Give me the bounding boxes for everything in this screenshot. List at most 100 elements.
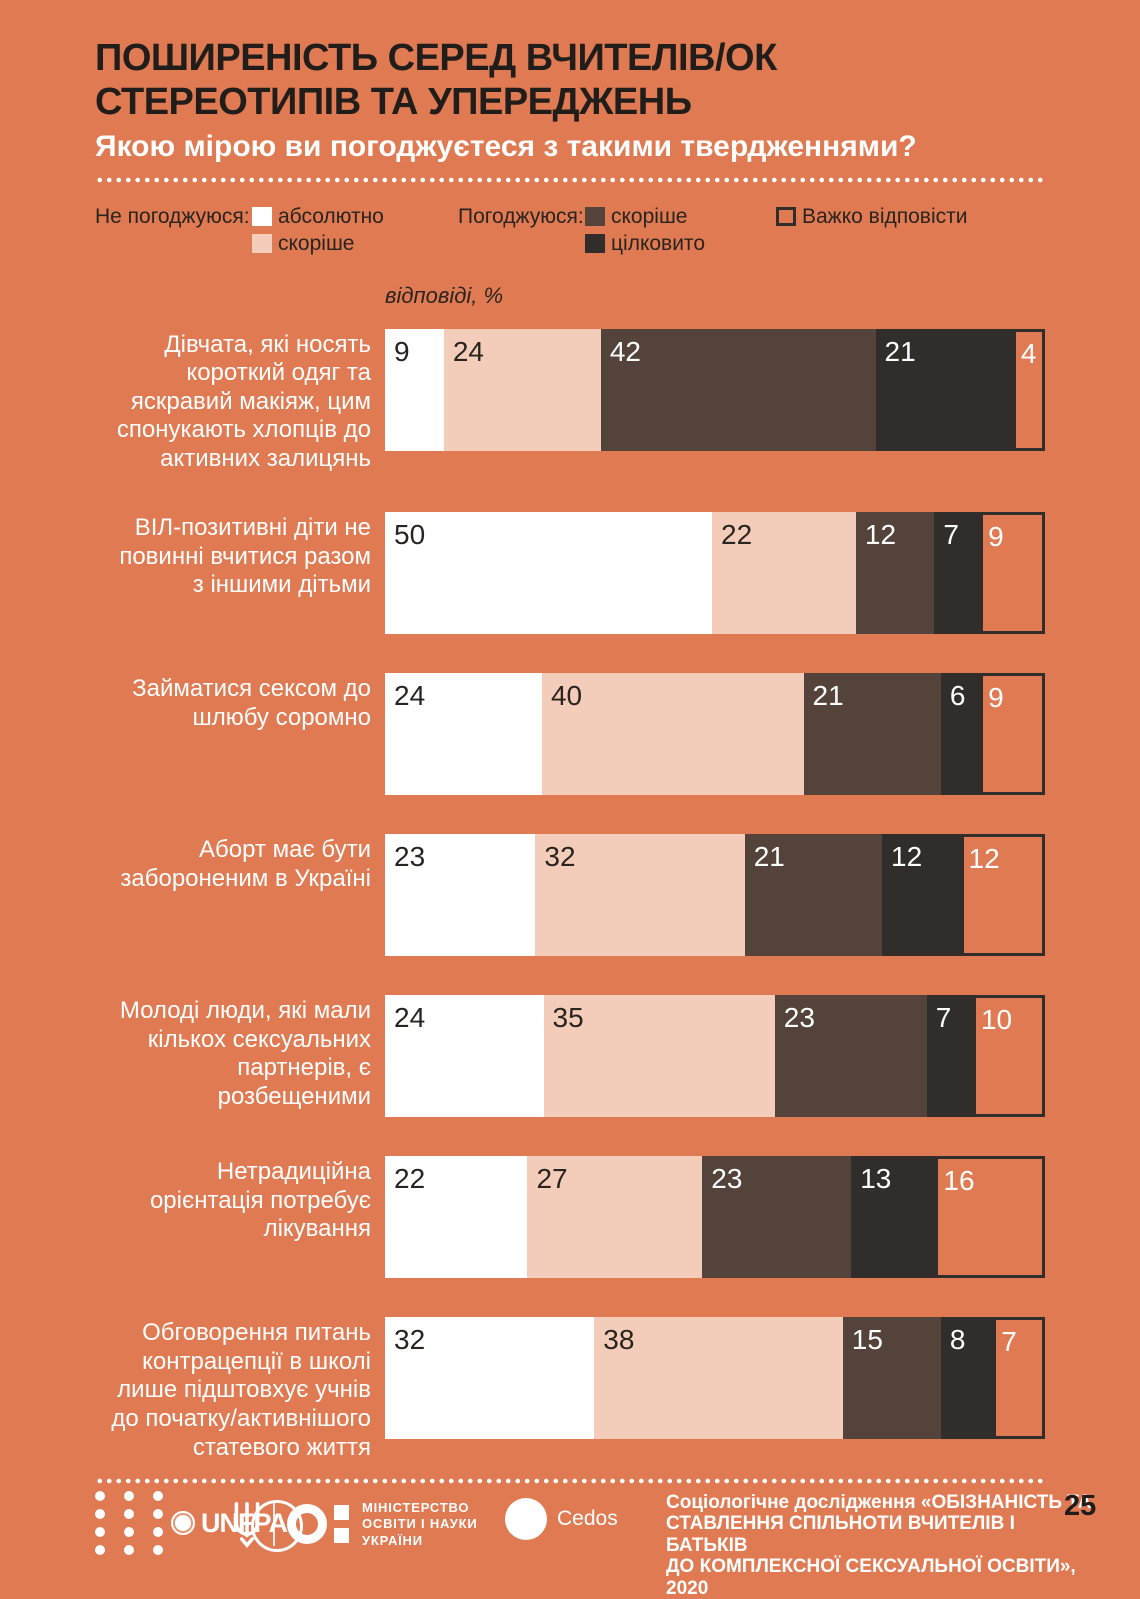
bar-segment: 12	[960, 834, 1046, 957]
segment-value: 38	[603, 1324, 635, 1356]
segment-value: 22	[394, 1163, 426, 1195]
bar-segment: 21	[875, 328, 1013, 451]
legend-label: скоріше	[611, 204, 688, 228]
unfpa-dot	[95, 1545, 105, 1555]
stacked-bar: 22 27 23 13 16	[385, 1156, 1045, 1279]
bar-segment: 16	[935, 1156, 1045, 1279]
segment-value: 16	[943, 1165, 975, 1197]
segment-value: 24	[452, 335, 485, 367]
legend-item-agree-full: цілковито	[585, 232, 705, 256]
chart-row: ВІЛ-позитивні діти не повинні вчитися ра…	[95, 512, 1045, 635]
row-label: Нетрадиційна орієнтація потребує лікуван…	[149, 1158, 371, 1243]
segment-value: 23	[394, 841, 426, 873]
legend-swatch-brown	[585, 206, 605, 226]
legend-group-disagree-label: Не погоджуюся:	[95, 204, 250, 228]
row-label: ВІЛ-позитивні діти не повинні вчитися ра…	[119, 514, 371, 599]
bar-segment: 40	[541, 673, 804, 796]
cedos-text: Cedos	[557, 1507, 618, 1530]
bar-segment: 22	[385, 1156, 528, 1279]
chart-row: Займатися сексом до шлюбу соромно 24 40 21 6…	[95, 673, 1045, 796]
segment-value: 32	[544, 841, 576, 873]
cedos-circle-icon	[505, 1498, 547, 1540]
segment-value: 12	[968, 843, 1000, 875]
footer-dotted-divider	[95, 1478, 1045, 1484]
segment-value: 35	[552, 1002, 584, 1034]
ministry-squares-icon	[334, 1505, 349, 1543]
page-subtitle: Якою мірою ви погоджуєтеся з такими твер…	[95, 130, 917, 164]
legend-swatch-outline	[776, 206, 796, 226]
row-label: Займатися сексом до шлюбу соромно	[132, 675, 371, 731]
legend-item-disagree-strong: абсолютно	[252, 205, 384, 229]
segment-value: 21	[884, 335, 916, 367]
bar-segment: 24	[443, 328, 601, 451]
bar-segment: 21	[744, 834, 883, 957]
unfpa-logo: UNFPA	[95, 1490, 303, 1556]
unfpa-dot	[124, 1527, 134, 1537]
bar-segment: 6	[940, 673, 981, 796]
segment-value: 27	[536, 1163, 568, 1195]
logo-separator	[273, 1502, 275, 1546]
legend-label: абсолютно	[278, 204, 384, 228]
segment-value: 6	[949, 680, 966, 712]
legend-swatch-dark	[585, 233, 605, 253]
unfpa-text: UNFPA	[201, 1507, 288, 1538]
bar-segment: 9	[385, 328, 444, 451]
infographic-page: { "page": { "background_color": "#E07A52…	[95, 36, 1097, 1599]
segment-value: 10	[980, 1004, 1013, 1036]
bar-segment: 7	[934, 512, 981, 635]
segment-value: 40	[550, 680, 583, 712]
cedos-logo: Cedos	[505, 1498, 618, 1540]
unfpa-dot	[153, 1545, 163, 1555]
chart-row: Дівчата, які носять короткий одяг та яск…	[95, 328, 1045, 474]
segment-value: 23	[711, 1163, 743, 1195]
source-citation: Соціологічне дослідження «ОБІЗНАНІСТЬ ТА…	[666, 1492, 1092, 1599]
unfpa-dot	[124, 1491, 134, 1501]
bar-segment: 23	[774, 995, 927, 1118]
segment-value: 7	[935, 1002, 952, 1034]
stacked-bar: 50 22 12 7 9	[385, 512, 1045, 635]
stacked-bar: 24 35 23 7 10	[385, 995, 1046, 1118]
segment-value: 9	[988, 521, 1004, 553]
ministry-logo-mark	[287, 1504, 349, 1544]
ministry-ring-icon	[287, 1504, 327, 1544]
unfpa-dot	[153, 1527, 163, 1537]
bar-segment: 50	[385, 512, 712, 635]
legend-item-hard-to-answer: Важко відповісти	[776, 205, 967, 229]
row-label: Молоді люди, які мали кількох сексуальни…	[119, 997, 371, 1111]
page-title: ПОШИРЕНІСТЬ СЕРЕД ВЧИТЕЛІВ/ОК СТЕРЕОТИПІ…	[95, 37, 777, 124]
page-number: 25	[1064, 1490, 1097, 1522]
segment-value: 12	[891, 841, 923, 873]
unfpa-dot	[153, 1509, 163, 1519]
unfpa-dot	[95, 1527, 105, 1537]
stacked-bar: 24 40 21 6 9	[385, 673, 1045, 796]
unfpa-dot	[124, 1545, 134, 1555]
legend-label: цілковито	[611, 231, 705, 255]
bar-segment: 4	[1012, 328, 1045, 451]
row-label: Обговорення питань контрацепції в школі …	[111, 1319, 371, 1461]
legend-label: скоріше	[278, 231, 355, 255]
footer-logo-row: UNFPA МІНІСТЕРСТВО ОСВІТИ І НАУКИ УКРАЇН…	[95, 1490, 1100, 1599]
content-area: ПОШИРЕНІСТЬ СЕРЕД ВЧИТЕЛІВ/ОК СТЕРЕОТИПІ…	[95, 36, 1046, 1501]
row-label: Аборт має бути забороненим в Україні	[120, 836, 371, 892]
legend-label: Важко відповісти	[802, 204, 968, 228]
segment-value: 8	[949, 1324, 966, 1356]
legend-group-agree-label: Погоджуюся:	[458, 204, 584, 228]
bar-segment: 24	[385, 673, 542, 796]
bar-segment: 12	[882, 834, 961, 957]
bar-segment: 38	[594, 1317, 843, 1440]
bar-segment: 42	[600, 328, 876, 451]
ministry-logo-text: МІНІСТЕРСТВО ОСВІТИ І НАУКИ УКРАЇНИ	[362, 1500, 478, 1548]
bar-segment: 12	[855, 512, 935, 635]
stacked-bar-chart: Дівчата, які носять короткий одяг та яск…	[95, 328, 1046, 1462]
bar-segment: 13	[851, 1156, 936, 1279]
segment-value: 21	[812, 680, 844, 712]
unfpa-wordmark: UNFPA	[201, 1499, 303, 1552]
bar-segment: 7	[926, 995, 973, 1118]
segment-value: 22	[721, 519, 753, 551]
legend-swatch-pink	[252, 233, 272, 253]
bar-segment: 9	[980, 673, 1045, 796]
segment-value: 12	[864, 519, 897, 551]
segment-value: 9	[988, 682, 1004, 714]
header-dotted-divider	[95, 176, 1045, 183]
unfpa-dot	[95, 1509, 105, 1519]
